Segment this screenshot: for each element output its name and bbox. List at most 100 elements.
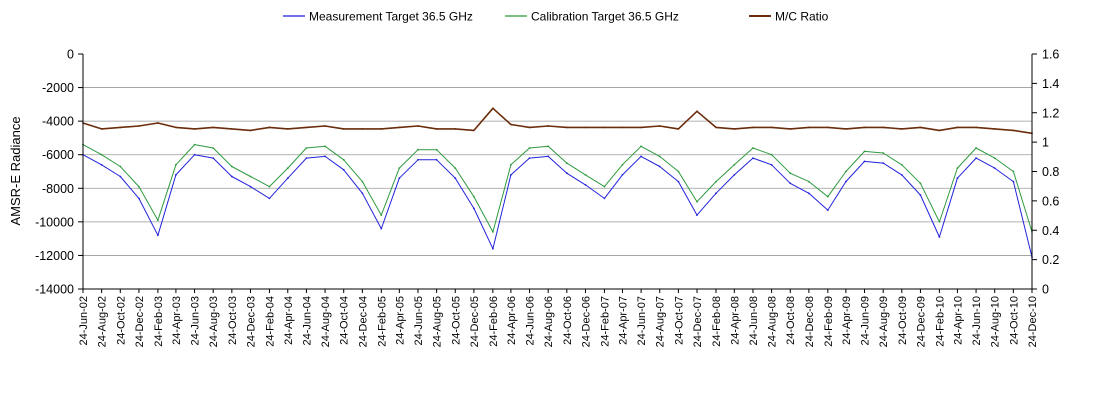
x-tick-label: 24-Jun-04 xyxy=(301,296,313,346)
data-point xyxy=(547,155,550,158)
data-point xyxy=(212,157,215,160)
x-tick-label: 24-Dec-04 xyxy=(357,296,369,347)
data-point xyxy=(138,197,140,200)
data-point xyxy=(268,197,271,200)
data-point xyxy=(882,162,885,165)
data-point xyxy=(808,192,810,195)
data-point xyxy=(528,126,531,129)
x-tick-label: 24-Apr-10 xyxy=(952,296,964,345)
y-tick-label: -2000 xyxy=(42,81,74,95)
data-point xyxy=(621,126,624,129)
data-point xyxy=(565,162,568,165)
data-point xyxy=(324,125,326,127)
x-tick-label: 24-Oct-05 xyxy=(450,296,462,345)
data-point xyxy=(1012,129,1015,132)
y-tick-label: -14000 xyxy=(35,283,74,297)
x-tick-label: 24-Feb-06 xyxy=(488,296,500,347)
data-point xyxy=(193,153,196,156)
data-point xyxy=(342,127,345,130)
x-tick-label: 24-Dec-10 xyxy=(1027,296,1039,347)
data-point xyxy=(1012,170,1015,173)
data-point xyxy=(826,209,829,212)
legend-item: Measurement Target 36.5 GHz xyxy=(283,10,473,24)
data-point xyxy=(640,145,642,148)
series-line-3 xyxy=(82,107,1033,135)
x-tick-label: 24-Feb-07 xyxy=(599,296,611,347)
data-point xyxy=(658,165,661,168)
data-point xyxy=(770,163,773,166)
data-point xyxy=(547,125,550,127)
y2-tick-label: 0.4 xyxy=(1042,224,1059,238)
data-point xyxy=(956,167,959,170)
data-point xyxy=(492,247,494,250)
data-point xyxy=(733,174,736,176)
data-point xyxy=(157,219,159,222)
data-point xyxy=(975,157,977,160)
data-point xyxy=(435,158,438,161)
data-point xyxy=(510,123,512,126)
data-point xyxy=(603,197,606,200)
series-line-1 xyxy=(82,154,1033,258)
data-point xyxy=(417,125,419,127)
x-tick-label: 24-Aug-03 xyxy=(208,296,220,347)
data-point xyxy=(193,143,196,146)
y2-tick-label: 0 xyxy=(1042,283,1049,297)
x-tick-label: 24-Feb-08 xyxy=(711,296,723,347)
data-point xyxy=(863,160,866,163)
x-tick-label: 24-Feb-05 xyxy=(376,296,388,347)
data-point xyxy=(380,214,383,217)
x-tick-label: 24-Oct-08 xyxy=(785,296,797,345)
x-tick-label: 24-Dec-06 xyxy=(580,296,592,347)
axes: 0 -2000 -4000 -6000 -8000 -10000 -12000 -14000 1… xyxy=(35,48,1059,348)
data-point xyxy=(473,207,475,210)
x-tick-label: 24-Jun-03 xyxy=(190,296,202,346)
data-point xyxy=(975,147,977,149)
data-point xyxy=(808,126,810,129)
data-point xyxy=(361,127,364,130)
data-point xyxy=(398,177,401,180)
data-point xyxy=(528,147,531,149)
data-point xyxy=(528,157,531,160)
data-point xyxy=(993,167,996,170)
data-point xyxy=(324,155,326,158)
data-point xyxy=(565,172,568,175)
data-point xyxy=(826,126,829,129)
x-tick-label: 24-Feb-10 xyxy=(934,296,946,347)
data-point xyxy=(175,126,177,129)
data-point xyxy=(380,227,383,230)
data-point xyxy=(845,170,847,173)
data-point xyxy=(380,127,383,130)
x-tick-label: 24-Jun-05 xyxy=(413,296,425,346)
data-point xyxy=(119,175,122,178)
data-point xyxy=(900,163,903,166)
data-point xyxy=(286,127,289,130)
data-point xyxy=(696,214,698,217)
data-point xyxy=(138,125,140,127)
data-point xyxy=(342,168,345,171)
data-point xyxy=(454,167,457,170)
x-tick-label: 24-Dec-08 xyxy=(804,296,816,347)
x-tick-label: 24-Aug-04 xyxy=(320,296,332,347)
data-point xyxy=(621,174,624,176)
y-tick-label: -12000 xyxy=(35,249,74,263)
data-point xyxy=(361,180,364,183)
data-point xyxy=(435,148,438,151)
data-point xyxy=(230,175,233,178)
data-point xyxy=(305,126,308,129)
data-point xyxy=(230,165,233,168)
data-point xyxy=(752,147,754,149)
data-point xyxy=(249,129,252,132)
data-point xyxy=(919,182,922,185)
data-point xyxy=(584,174,587,176)
x-tick-label: 24-Aug-10 xyxy=(990,296,1002,347)
data-point xyxy=(733,127,736,130)
x-tick-label: 24-Apr-05 xyxy=(394,296,406,345)
data-point xyxy=(547,145,550,148)
data-point xyxy=(324,145,326,148)
data-point xyxy=(119,165,122,168)
x-tick-label: 24-Aug-05 xyxy=(432,296,444,347)
x-tick-label: 24-Dec-02 xyxy=(134,296,146,347)
data-point xyxy=(863,150,866,153)
data-point xyxy=(956,126,959,129)
data-point xyxy=(715,192,717,195)
